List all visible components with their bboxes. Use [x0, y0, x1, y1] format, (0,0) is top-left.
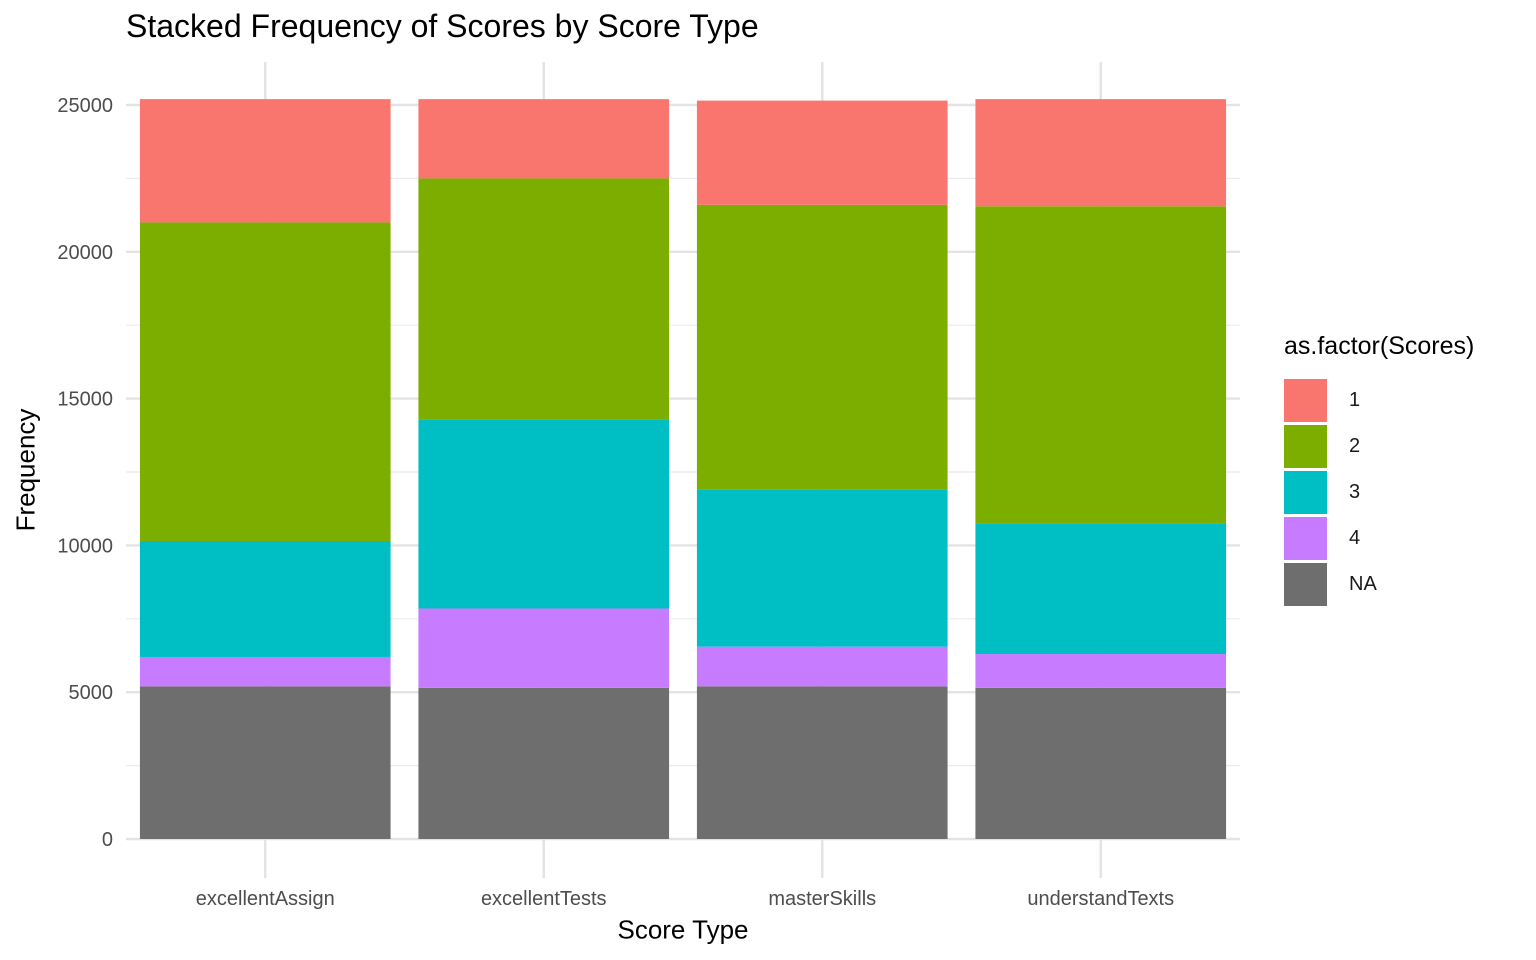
- y-axis-title: Frequency: [10, 408, 41, 532]
- legend-item: 3: [1284, 469, 1474, 515]
- bar-segment: [975, 206, 1227, 524]
- legend-swatch: [1284, 424, 1327, 468]
- y-tick-label: 25000: [57, 95, 113, 117]
- x-tick-label: excellentTests: [481, 888, 607, 910]
- bar-segment: [975, 523, 1227, 655]
- y-tick-label: 0: [102, 829, 113, 851]
- bar-segment: [418, 687, 670, 839]
- legend-label: NA: [1349, 572, 1377, 595]
- y-tick-label: 15000: [57, 389, 113, 411]
- x-tick-label: understandTexts: [1027, 888, 1174, 910]
- bar-segment: [418, 99, 670, 179]
- legend-item: NA: [1284, 561, 1474, 607]
- legend-swatch: [1284, 516, 1327, 560]
- bar-segment: [975, 99, 1227, 207]
- chart-title: Stacked Frequency of Scores by Score Typ…: [126, 8, 759, 44]
- legend-swatch: [1284, 470, 1327, 514]
- bar-segment: [975, 654, 1227, 688]
- bar-segment: [975, 687, 1227, 839]
- bar-segment: [139, 99, 391, 223]
- legend-label: 2: [1349, 434, 1361, 457]
- bar-segment: [418, 419, 670, 609]
- y-tick-label: 20000: [57, 242, 113, 264]
- bar-segment: [139, 540, 391, 657]
- legend-label: 4: [1349, 526, 1361, 549]
- bar-segment: [418, 178, 670, 420]
- legend-swatch: [1284, 562, 1327, 606]
- bar-segment: [696, 100, 948, 205]
- legend-item: 2: [1284, 423, 1474, 469]
- x-axis-title: Score Type: [617, 914, 749, 945]
- x-tick-label: excellentAssign: [196, 888, 335, 910]
- legend: as.factor(Scores) 1 2 3 4 NA: [1284, 332, 1474, 607]
- legend-item: 1: [1284, 377, 1474, 423]
- bar-segment: [139, 656, 391, 687]
- y-tick-label: 10000: [57, 535, 113, 557]
- bar-segment: [696, 204, 948, 490]
- bar-segment: [696, 489, 948, 647]
- x-tick-label: masterSkills: [768, 888, 876, 910]
- bar-segment: [139, 686, 391, 839]
- legend-title: as.factor(Scores): [1284, 332, 1475, 360]
- bar-segment: [139, 222, 391, 541]
- bar-segment: [418, 608, 670, 688]
- y-tick-label: 5000: [69, 682, 114, 704]
- legend-label: 1: [1349, 388, 1361, 411]
- legend-item: 4: [1284, 515, 1474, 561]
- legend-label: 3: [1349, 480, 1361, 503]
- bar-segment: [696, 646, 948, 687]
- bar-segment: [696, 686, 948, 839]
- legend-swatch: [1284, 378, 1327, 422]
